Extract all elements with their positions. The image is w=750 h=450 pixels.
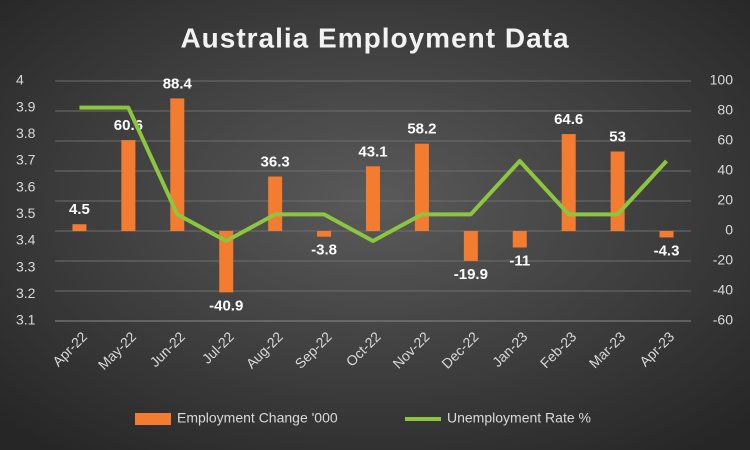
legend-label: Employment Change '000	[177, 410, 338, 426]
y2-tick-label: 20	[717, 192, 733, 208]
bar	[659, 231, 674, 238]
data-label: -11	[509, 252, 530, 269]
bar	[121, 140, 136, 231]
data-label: -40.9	[209, 297, 243, 314]
y2-tick-label: 100	[710, 72, 734, 88]
y2-tick-label: 80	[717, 102, 733, 118]
chart-title: Australia Employment Data	[180, 22, 569, 53]
data-label: 53	[609, 128, 626, 145]
bar	[317, 231, 332, 237]
bar	[366, 166, 380, 231]
data-label: 4.5	[69, 201, 90, 218]
bar	[561, 134, 576, 231]
data-label: 88.4	[163, 75, 193, 92]
y-tick-label: 4	[16, 72, 24, 88]
bar	[463, 231, 478, 261]
y-tick-label: 3.1	[16, 312, 36, 328]
line	[79, 105, 669, 243]
bar	[170, 98, 185, 232]
y-tick-label: 3.3	[16, 258, 36, 274]
y2-tick-label: -60	[713, 312, 733, 328]
bar	[219, 231, 234, 293]
y-tick-label: 3.5	[16, 205, 36, 221]
data-label: -19.9	[454, 266, 488, 283]
legend-swatch	[135, 413, 171, 425]
legend-label: Unemployment Rate %	[447, 410, 591, 426]
y-tick-label: 3.9	[16, 98, 36, 114]
y-tick-label: 3.6	[16, 178, 36, 194]
y2-tick-label: 60	[717, 132, 733, 148]
y-tick-label: 3.8	[16, 125, 36, 141]
y2-tick-label: -40	[713, 282, 733, 298]
data-label: 36.3	[261, 154, 290, 171]
bar	[268, 176, 283, 231]
bar	[610, 151, 625, 231]
data-label: 43.1	[358, 143, 387, 160]
data-label: 64.6	[554, 111, 583, 128]
y2-tick-label: 40	[717, 162, 733, 178]
y-tick-label: 3.4	[16, 232, 36, 248]
y2-tick-label: 0	[725, 222, 733, 238]
data-label: 58.2	[407, 121, 436, 138]
bar	[72, 224, 87, 231]
data-label: -4.3	[654, 242, 680, 259]
y-tick-label: 3.7	[16, 152, 36, 168]
bar	[414, 143, 429, 231]
y2-tick-label: -20	[713, 252, 733, 268]
y-tick-label: 3.2	[16, 285, 36, 301]
bar	[512, 231, 527, 248]
data-label: -3.8	[311, 242, 337, 259]
